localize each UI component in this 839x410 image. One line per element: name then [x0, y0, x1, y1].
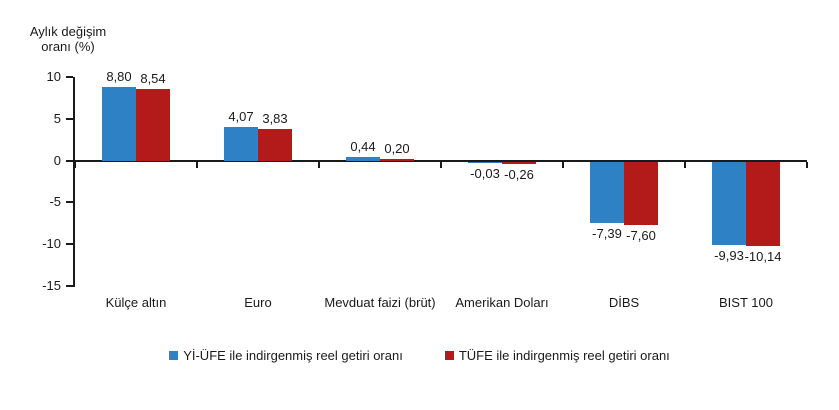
y-axis-tick-label: -10 [42, 236, 61, 252]
y-axis-tick [66, 285, 73, 287]
y-axis-tick [66, 243, 73, 246]
legend-item: Yİ-ÜFE ile indirgenmiş reel getiri oranı [169, 348, 403, 363]
x-axis-line [75, 159, 807, 162]
bar-value-label: 0,44 [350, 138, 376, 154]
y-axis-tick-label: 5 [53, 110, 61, 126]
bar-value-label: -9,93 [714, 247, 744, 263]
bar-value-label: -0,26 [504, 166, 534, 182]
x-axis-tick [440, 161, 442, 168]
x-axis-category-label: DİBS [608, 295, 640, 310]
bar-value-label: -7,39 [592, 226, 622, 242]
y-axis-tick [66, 201, 73, 204]
x-axis-category-label: Euro [244, 295, 272, 310]
bar-tufe [502, 161, 536, 164]
bar-value-label: -0,03 [470, 165, 500, 181]
bar-yiufe [468, 161, 502, 163]
x-axis-tick [806, 161, 808, 168]
bar-value-label: 8,80 [106, 69, 132, 85]
bar-value-label: -7,60 [626, 228, 656, 244]
bar-yiufe [224, 126, 258, 161]
y-axis-tick [66, 117, 73, 120]
bar-tufe [136, 89, 170, 161]
legend-label: Yİ-ÜFE ile indirgenmiş reel getiri oranı [183, 348, 403, 363]
x-axis-tick [318, 161, 320, 168]
bar-value-label: 8,54 [140, 71, 166, 87]
x-axis-category-label: Mevduat faizi (brüt) [324, 295, 436, 310]
legend: Yİ-ÜFE ile indirgenmiş reel getiri oranı… [0, 348, 839, 363]
bar-value-label: 3,83 [262, 110, 288, 126]
x-axis-tick [196, 161, 198, 168]
y-axis-tick-label: -5 [49, 194, 61, 210]
x-axis-tick [684, 161, 686, 168]
y-axis-line [73, 77, 75, 287]
y-axis-tick [66, 159, 73, 162]
y-axis-tick-label: 0 [53, 152, 61, 168]
bar-tufe [624, 161, 658, 226]
bar-value-label: 4,07 [228, 108, 254, 124]
legend-label: TÜFE ile indirgenmiş reel getiri oranı [458, 348, 670, 363]
bar-tufe [258, 128, 292, 161]
bar-value-label: -10,14 [744, 249, 782, 265]
y-axis-title: Aylık değişim oranı (%) [12, 24, 124, 54]
bar-value-label: 0,20 [384, 140, 410, 156]
bar-yiufe [590, 161, 624, 224]
y-axis-tick-label: -15 [42, 278, 61, 293]
y-axis-title-line1: Aylık değişim [29, 24, 107, 39]
legend-swatch-icon [444, 351, 454, 360]
x-axis-tick [74, 161, 76, 168]
legend-item: TÜFE ile indirgenmiş reel getiri oranı [444, 348, 670, 363]
bar-yiufe [102, 87, 136, 161]
y-axis-title-line2: oranı (%) [41, 39, 95, 54]
legend-swatch-icon [169, 351, 179, 360]
y-axis-tick [66, 76, 73, 78]
bar-tufe [746, 161, 780, 247]
x-axis-category-label: Külçe altın [105, 295, 167, 310]
bar-yiufe [346, 156, 380, 161]
x-axis-category-label: BIST 100 [719, 295, 773, 310]
bar-tufe [380, 158, 414, 161]
x-axis-tick [562, 161, 564, 168]
x-axis-category-label: Amerikan Doları [455, 295, 549, 310]
bar-yiufe [712, 161, 746, 245]
y-axis-tick-label: 10 [46, 69, 61, 84]
